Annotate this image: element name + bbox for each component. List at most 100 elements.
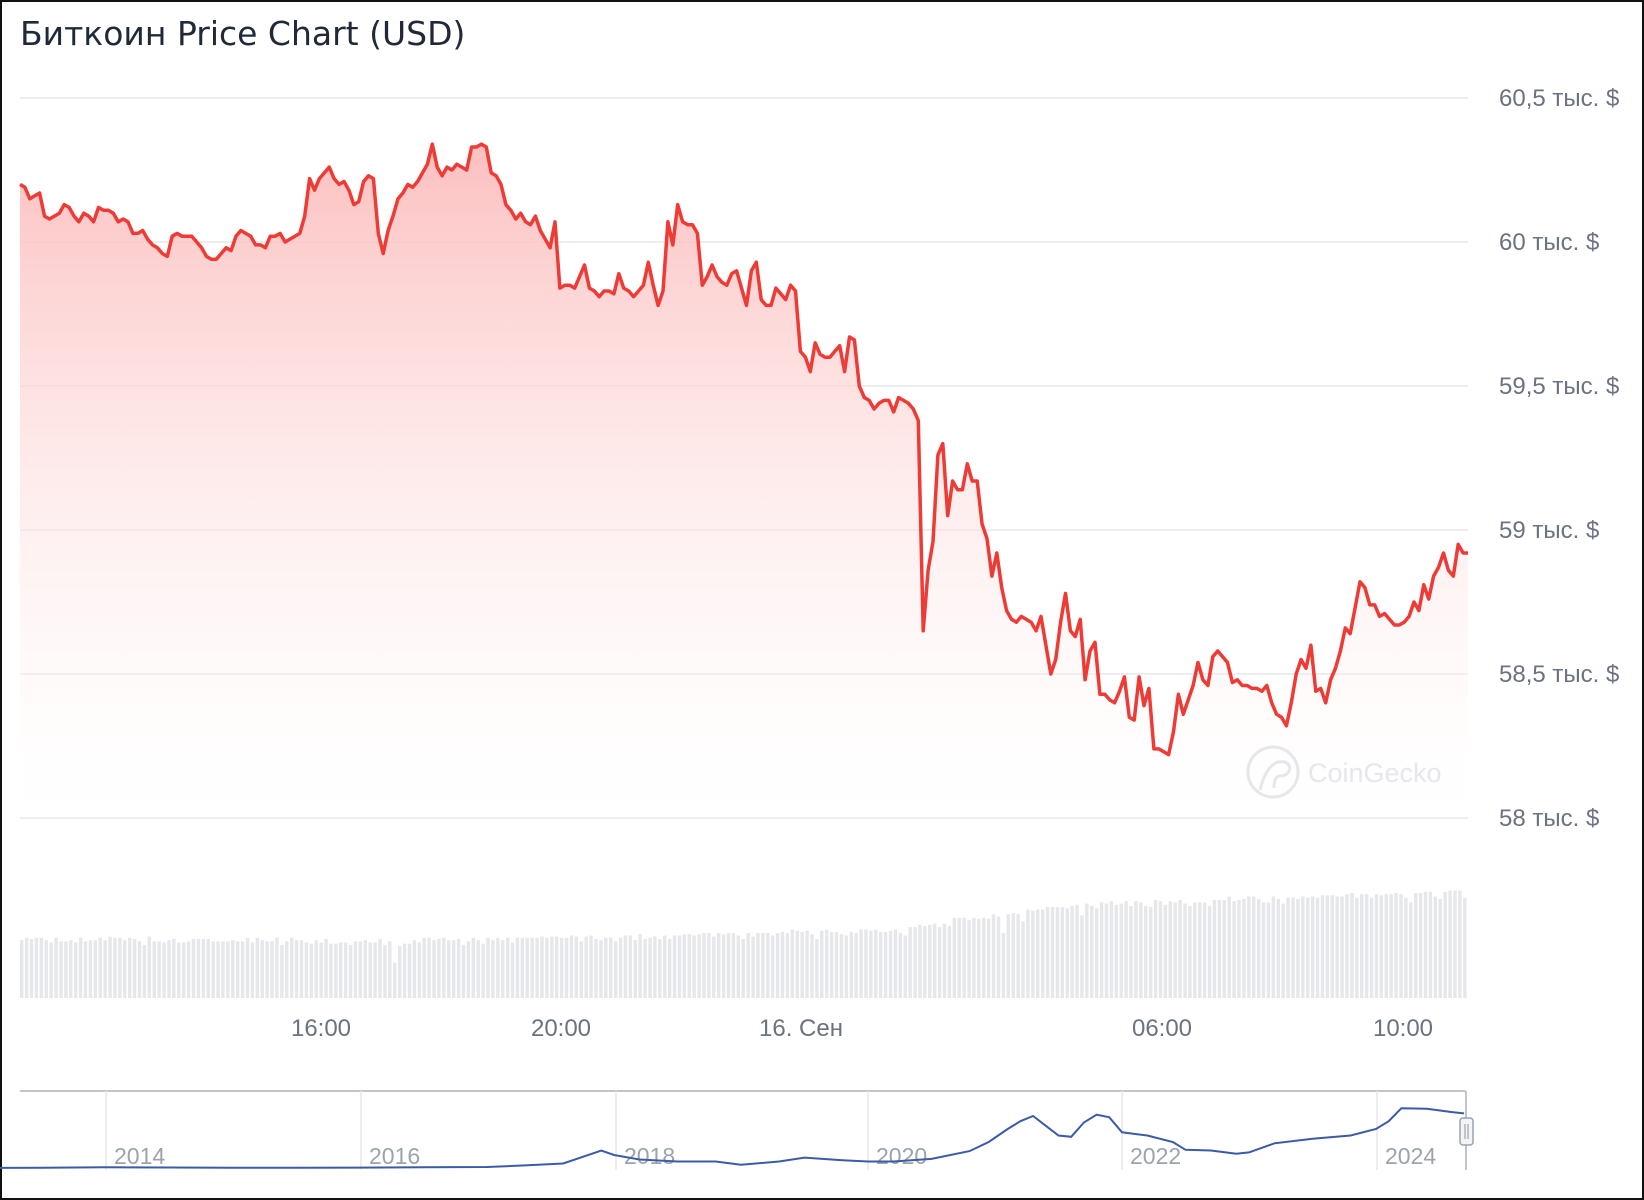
volume-bar bbox=[834, 931, 839, 998]
volume-bar bbox=[383, 944, 387, 998]
volume-bar bbox=[1423, 891, 1428, 998]
volume-bar bbox=[397, 946, 402, 998]
volume-bar bbox=[692, 935, 696, 998]
volume-bar bbox=[849, 931, 853, 998]
volume-bar bbox=[795, 930, 799, 998]
volume-bar bbox=[211, 941, 215, 998]
volume-bar bbox=[962, 917, 966, 998]
volume-bar bbox=[319, 942, 323, 998]
volume-bar bbox=[353, 941, 358, 998]
volume-bar bbox=[461, 944, 466, 998]
volume-bar bbox=[280, 944, 284, 998]
volume-bar bbox=[1463, 897, 1467, 998]
navigator-year-label: 2016 bbox=[369, 1143, 420, 1169]
volume-bar bbox=[501, 940, 505, 998]
volume-bar bbox=[1301, 896, 1305, 998]
volume-bar bbox=[1075, 904, 1079, 998]
volume-bar bbox=[142, 944, 147, 998]
volume-bar bbox=[569, 935, 574, 998]
volume-bar bbox=[324, 939, 328, 998]
volume-bar bbox=[599, 940, 603, 998]
volume-bar bbox=[913, 927, 917, 998]
volume-bar bbox=[653, 936, 657, 998]
volume-bars bbox=[20, 890, 1467, 998]
volume-bar bbox=[579, 941, 583, 998]
volume-bar bbox=[412, 940, 417, 998]
volume-bar bbox=[1119, 903, 1123, 998]
navigator-year-label: 2024 bbox=[1385, 1143, 1436, 1169]
volume-bar bbox=[201, 939, 206, 998]
volume-bar bbox=[1040, 909, 1045, 998]
volume-bar bbox=[859, 929, 863, 998]
volume-bar bbox=[741, 939, 745, 998]
volume-bar bbox=[44, 940, 48, 998]
volume-bar bbox=[162, 942, 166, 998]
volume-bar bbox=[574, 936, 579, 998]
coingecko-watermark: CoinGecko bbox=[1246, 745, 1442, 799]
volume-bar bbox=[98, 937, 102, 998]
volume-bar bbox=[309, 943, 314, 998]
volume-bar bbox=[304, 942, 309, 998]
y-tick-label: 60 тыс. $ bbox=[1499, 229, 1599, 256]
volume-bar bbox=[1310, 896, 1315, 998]
volume-bar bbox=[378, 939, 382, 998]
volume-bar bbox=[1183, 903, 1187, 998]
volume-bar bbox=[103, 940, 107, 998]
volume-bar bbox=[486, 937, 490, 998]
volume-bar bbox=[928, 924, 932, 998]
volume-bar bbox=[1291, 897, 1295, 998]
volume-bar bbox=[957, 917, 961, 998]
volume-bar bbox=[991, 914, 996, 998]
volume-bar bbox=[113, 937, 117, 998]
x-tick-label: 06:00 bbox=[1132, 1015, 1192, 1042]
volume-bar bbox=[1340, 896, 1344, 998]
volume-bar bbox=[275, 937, 279, 998]
x-tick-label: 10:00 bbox=[1373, 1015, 1433, 1042]
volume-bar bbox=[1325, 895, 1330, 998]
volume-bar bbox=[1158, 901, 1163, 998]
volume-bar bbox=[265, 941, 269, 998]
navigator-handle[interactable] bbox=[1459, 1117, 1474, 1146]
volume-bar bbox=[864, 929, 868, 998]
volume-bar bbox=[1090, 906, 1094, 998]
navigator-year-label: 2018 bbox=[624, 1143, 675, 1169]
volume-bar bbox=[334, 943, 338, 998]
volume-bar bbox=[717, 933, 721, 998]
volume-bar bbox=[702, 933, 706, 998]
volume-bar bbox=[186, 941, 191, 998]
volume-bar bbox=[687, 934, 691, 998]
volume-bar bbox=[1050, 907, 1055, 998]
volume-bar bbox=[609, 937, 613, 998]
volume-bar bbox=[623, 935, 628, 998]
volume-bar bbox=[1011, 913, 1015, 998]
volume-bar bbox=[1315, 897, 1320, 998]
volume-bar bbox=[1148, 907, 1153, 998]
x-tick-label: 16. Сен bbox=[759, 1015, 843, 1042]
watermark-text: CoinGecko bbox=[1308, 758, 1442, 788]
volume-bar bbox=[1193, 902, 1197, 998]
gecko-head-icon bbox=[1258, 760, 1292, 791]
range-navigator[interactable]: 2014 2016 2018 2020 2022 2024 bbox=[0, 1090, 1474, 1170]
volume-bar bbox=[888, 930, 893, 998]
volume-bar bbox=[137, 941, 142, 998]
volume-bar bbox=[294, 940, 299, 998]
volume-bar bbox=[766, 933, 770, 998]
volume-bar bbox=[1055, 907, 1060, 998]
volume-bar bbox=[1379, 895, 1384, 998]
volume-bar bbox=[736, 935, 741, 998]
volume-bar bbox=[667, 939, 672, 998]
volume-bar bbox=[658, 939, 662, 998]
volume-bar bbox=[1271, 896, 1276, 998]
volume-bar bbox=[1124, 901, 1128, 998]
volume-bar bbox=[682, 934, 687, 998]
y-tick-label: 58 тыс. $ bbox=[1499, 805, 1599, 832]
volume-bar bbox=[810, 934, 814, 998]
volume-bar bbox=[177, 942, 181, 998]
volume-bar bbox=[1306, 897, 1310, 998]
volume-bar bbox=[1094, 908, 1099, 998]
volume-bar bbox=[672, 935, 677, 998]
x-axis-labels: 16:00 20:00 16. Сен 06:00 10:00 bbox=[291, 1015, 1433, 1042]
y-tick-label: 60,5 тыс. $ bbox=[1499, 85, 1619, 112]
volume-bar bbox=[476, 940, 480, 998]
